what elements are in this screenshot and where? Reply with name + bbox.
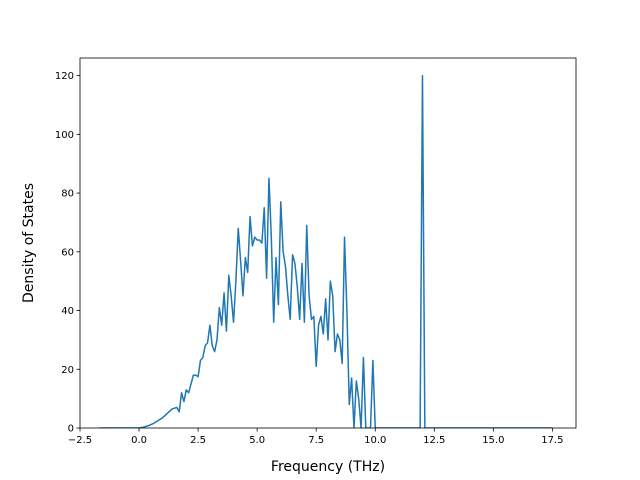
x-axis-ticks: −2.5 0.0 2.5 5.0 7.5 10.0 12.5 15.0 17.5 (68, 428, 564, 446)
y-tick-label: 80 (61, 189, 74, 200)
x-tick-label: 5.0 (249, 435, 265, 446)
series-line-0 (98, 74, 553, 428)
axes-frame (79, 57, 577, 429)
y-tick-label: 120 (55, 71, 74, 82)
x-tick-label: 10.0 (364, 435, 386, 446)
y-tick-label: 40 (61, 306, 74, 317)
y-axis-ticks: 0 20 40 60 80 100 120 (55, 71, 80, 435)
y-tick-label: 100 (55, 130, 74, 141)
x-tick-label: 15.0 (482, 435, 504, 446)
x-tick-label: 2.5 (190, 435, 206, 446)
x-tick-label: 12.5 (423, 435, 445, 446)
x-tick-label: 7.5 (308, 435, 324, 446)
x-axis-label: Frequency (THz) (271, 459, 385, 475)
x-tick-label: 0.0 (131, 435, 147, 446)
y-tick-label: 20 (61, 365, 74, 376)
y-axis-label: Density of States (21, 183, 37, 303)
y-tick-label: 0 (68, 424, 74, 435)
plot-area (79, 57, 577, 429)
x-tick-label: 17.5 (541, 435, 563, 446)
y-tick-label: 60 (61, 247, 74, 258)
x-tick-label: −2.5 (68, 435, 92, 446)
